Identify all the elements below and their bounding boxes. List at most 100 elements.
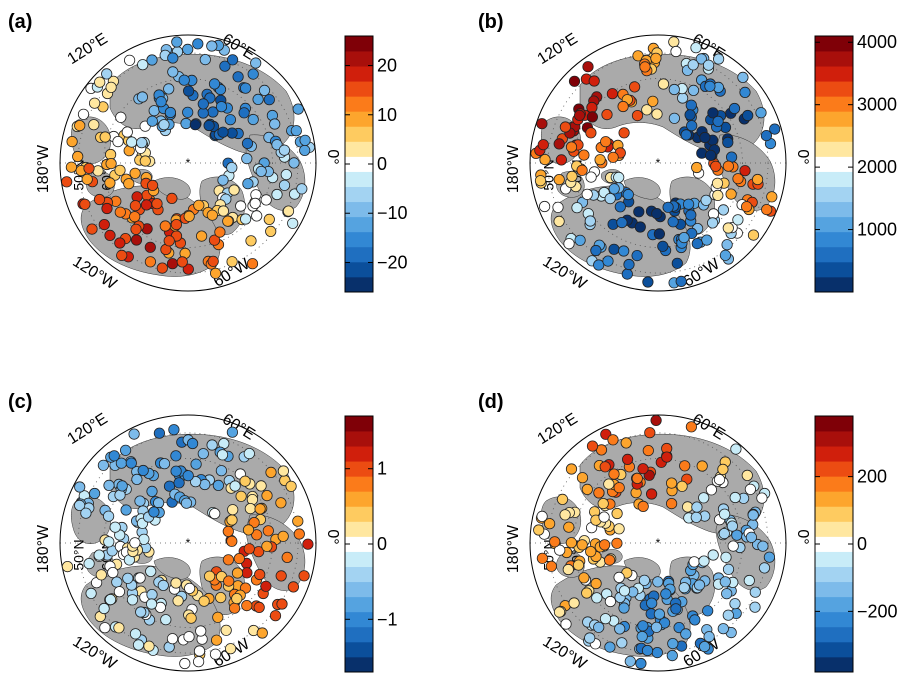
colorbar-segment <box>345 66 373 82</box>
station-marker <box>737 71 749 84</box>
station-marker <box>167 66 179 78</box>
station-marker <box>83 162 95 174</box>
station-marker <box>732 173 744 185</box>
station-marker <box>624 655 636 667</box>
station-marker <box>215 465 227 477</box>
station-marker <box>206 209 218 221</box>
station-marker <box>637 463 649 475</box>
station-marker <box>61 560 74 573</box>
station-marker <box>700 194 712 206</box>
station-marker <box>729 598 741 610</box>
station-marker <box>260 580 272 592</box>
colorbar: 1 0 −1 <box>344 415 398 673</box>
station-marker <box>641 644 654 657</box>
colorbar-frame <box>814 35 854 293</box>
station-marker <box>578 572 590 584</box>
station-marker <box>600 136 612 148</box>
station-marker <box>613 523 625 535</box>
lon-label-180w: 180°W <box>35 144 52 193</box>
station-marker <box>597 497 609 510</box>
colorbar-segment <box>815 566 853 583</box>
station-marker <box>555 154 568 166</box>
station-marker <box>594 154 606 166</box>
station-marker <box>251 210 263 222</box>
station-marker <box>240 82 252 94</box>
station-marker <box>641 104 653 116</box>
colorbar-segment <box>345 551 373 567</box>
station-marker <box>146 485 158 497</box>
station-marker <box>678 582 690 594</box>
station-marker <box>126 136 138 148</box>
station-marker <box>241 567 253 579</box>
station-marker <box>193 199 205 211</box>
station-marker <box>604 641 616 653</box>
station-marker <box>749 601 761 613</box>
station-marker <box>208 234 221 246</box>
station-marker <box>582 61 594 73</box>
station-markers <box>61 424 314 670</box>
station-marker <box>588 75 600 87</box>
station-marker <box>193 656 205 668</box>
colorbar-segment <box>815 216 853 233</box>
station-marker <box>621 453 634 465</box>
station-marker <box>706 217 719 229</box>
station-marker <box>222 215 234 227</box>
colorbar-segment <box>815 186 853 203</box>
station-marker <box>255 165 267 177</box>
station-marker <box>749 586 761 598</box>
station-marker <box>563 238 575 250</box>
station-marker <box>691 238 703 250</box>
station-marker <box>710 160 722 172</box>
station-marker <box>114 164 126 176</box>
station-marker <box>72 150 84 163</box>
station-marker <box>182 470 194 482</box>
map-outline <box>529 34 787 292</box>
colorbar-tick-label: 20 <box>377 56 397 76</box>
station-marker <box>717 623 729 635</box>
station-marker <box>139 155 151 167</box>
station-marker <box>170 219 182 231</box>
station-marker <box>124 54 136 66</box>
station-marker <box>668 112 681 124</box>
station-marker <box>681 501 694 513</box>
station-marker <box>739 165 751 177</box>
station-marker <box>153 427 165 439</box>
station-marker <box>743 574 755 587</box>
station-marker <box>769 123 781 135</box>
station-marker <box>632 50 644 62</box>
map-outline <box>59 34 317 292</box>
colorbar-segment <box>345 476 373 492</box>
station-marker <box>704 149 717 161</box>
station-marker <box>275 570 287 582</box>
station-marker <box>571 202 583 214</box>
station-marker <box>256 627 268 639</box>
station-marker <box>593 487 605 499</box>
station-marker <box>747 229 760 241</box>
station-marker <box>238 107 250 119</box>
station-marker <box>81 173 93 185</box>
station-marker <box>226 256 238 268</box>
station-marker <box>732 214 744 226</box>
station-marker <box>711 177 724 189</box>
station-marker <box>702 59 715 71</box>
station-marker <box>227 504 239 516</box>
station-marker <box>644 427 656 439</box>
station-marker <box>120 444 132 456</box>
station-marker <box>604 595 617 608</box>
station-marker <box>721 239 733 251</box>
station-marker <box>192 38 204 50</box>
colorbar-segment <box>345 51 373 67</box>
station-marker <box>690 42 702 54</box>
station-marker <box>212 611 224 623</box>
station-marker <box>211 634 223 646</box>
station-marker <box>116 249 128 261</box>
station-marker <box>247 68 259 80</box>
station-marker <box>146 115 158 127</box>
station-marker <box>156 262 168 274</box>
station-marker <box>225 643 237 655</box>
station-marker <box>651 646 663 659</box>
station-marker <box>103 479 115 491</box>
station-marker <box>712 53 725 65</box>
station-marker <box>678 232 690 244</box>
station-marker <box>231 592 243 605</box>
